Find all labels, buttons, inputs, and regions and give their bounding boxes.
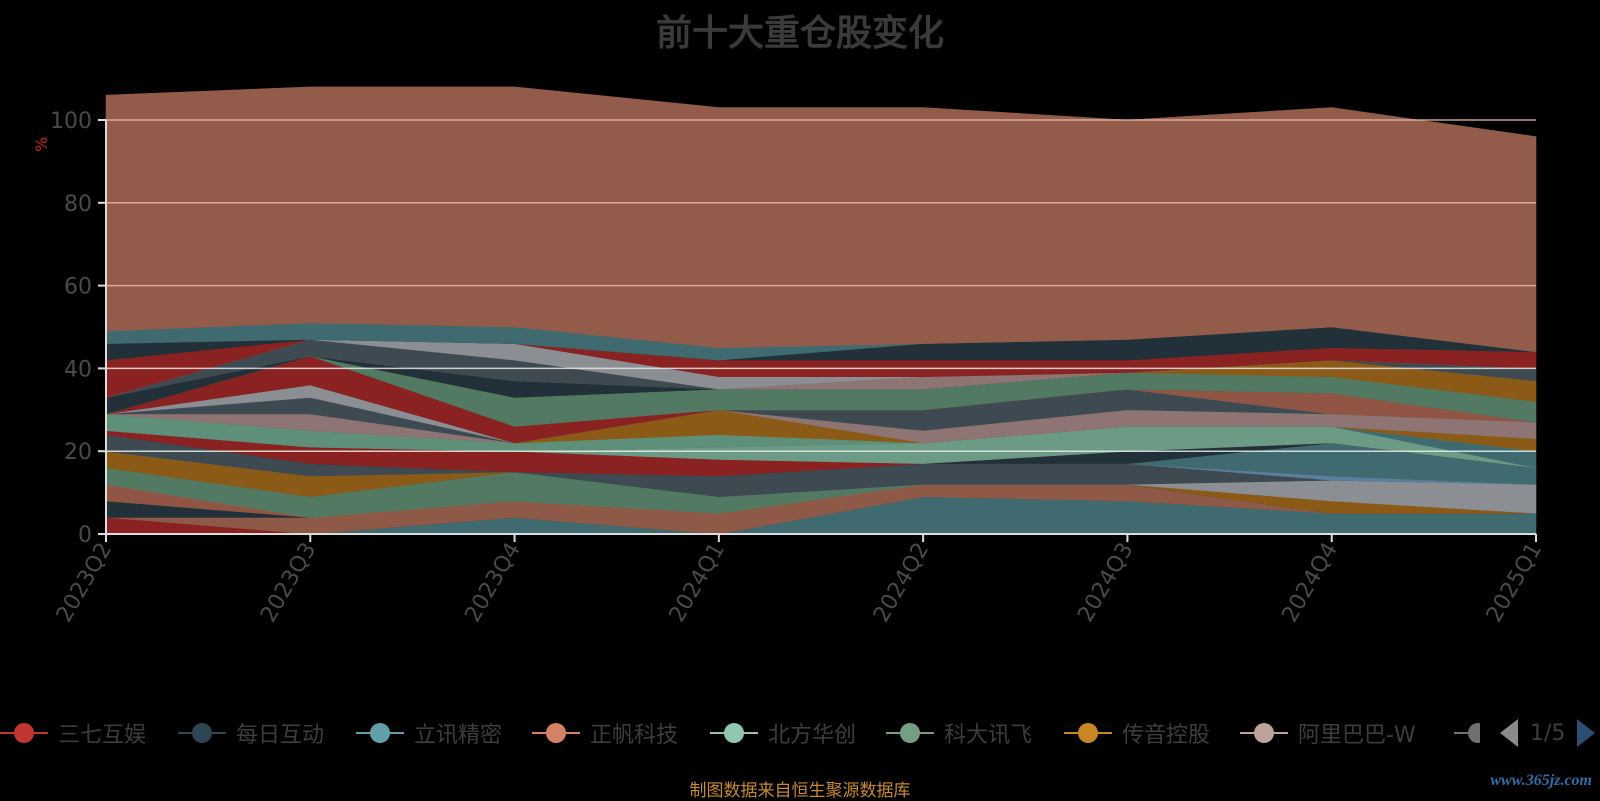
y-tick-label: 0 <box>78 523 92 548</box>
data-source-note: 制图数据来自恒生聚源数据库 <box>689 781 911 801</box>
watermark: www.365jz.com <box>1490 772 1592 789</box>
chart-gridlines <box>106 119 1536 452</box>
x-tick-label: 2024Q1 <box>665 539 730 627</box>
legend-marker-icon <box>178 713 226 753</box>
x-tick-label: 2025Q1 <box>1482 539 1547 627</box>
legend-item[interactable]: 每日互动 <box>178 713 324 753</box>
legend-label: 三七互娱 <box>58 723 147 748</box>
legend-label: 北方华创 <box>768 723 857 748</box>
legend-marker-icon <box>356 713 404 753</box>
legend-marker-icon <box>0 713 48 753</box>
y-tick-label: 20 <box>64 440 92 465</box>
legend-page-number: 1/5 <box>1530 720 1566 746</box>
x-tick-label: 2023Q4 <box>460 539 525 627</box>
y-tick-label: 80 <box>64 192 92 217</box>
legend-label: 立讯精密 <box>414 723 503 748</box>
y-tick-label: 60 <box>64 275 92 300</box>
area-series-34 <box>105 86 1537 353</box>
legend-prev-page-icon[interactable] <box>1500 719 1518 747</box>
y-axis-label: % <box>32 136 51 152</box>
legend-item[interactable]: 传音控股 <box>1064 713 1210 753</box>
legend-item[interactable]: 北方华创 <box>710 713 856 753</box>
legend-label: 传音控股 <box>1122 723 1211 748</box>
legend-label: 科大讯飞 <box>944 723 1033 748</box>
x-tick-label: 2023Q3 <box>256 539 321 627</box>
legend-label: 每日互动 <box>236 723 325 748</box>
y-tick-label: 100 <box>50 109 92 134</box>
x-tick-label: 2023Q2 <box>52 539 117 627</box>
legend-marker-icon <box>532 713 580 753</box>
chart-legend: 三七互娱 每日互动 立讯精密 正帆科技 北方华创 科大讯飞 传音控股 阿里巴巴-W <box>0 713 1600 753</box>
legend-label: 正帆科技 <box>590 723 679 748</box>
legend-label: 阿里巴巴-W <box>1298 723 1416 748</box>
legend-marker-icon <box>1064 713 1112 753</box>
legend-item[interactable]: 立讯精密 <box>356 713 502 753</box>
legend-item[interactable]: 正帆科技 <box>532 713 678 753</box>
legend-item[interactable]: 三七互娱 <box>0 713 146 753</box>
legend-marker-icon <box>710 713 758 753</box>
x-tick-label: 2024Q3 <box>1073 539 1138 627</box>
x-tick-label: 2024Q4 <box>1278 539 1343 627</box>
x-tick-label: 2024Q2 <box>869 539 934 627</box>
y-tick-label: 40 <box>64 357 92 382</box>
legend-marker-icon <box>1240 713 1288 753</box>
legend-pager: 1/5 <box>1500 713 1596 753</box>
legend-marker-icon <box>1454 713 1480 753</box>
legend-next-page-icon[interactable] <box>1577 719 1596 747</box>
chart-areas <box>105 86 1537 535</box>
legend-item-partial[interactable] <box>1454 713 1480 753</box>
legend-item[interactable]: 科大讯飞 <box>886 713 1032 753</box>
legend-marker-icon <box>886 713 934 753</box>
legend-item[interactable]: 阿里巴巴-W <box>1240 713 1416 753</box>
chart-title: 前十大重仓股变化 <box>655 13 944 54</box>
